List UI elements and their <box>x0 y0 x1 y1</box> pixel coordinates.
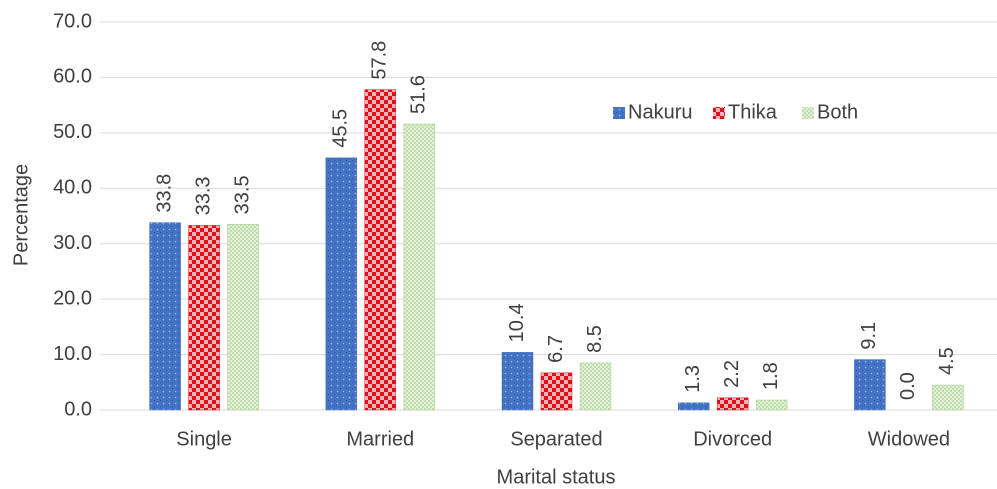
y-axis-title: Percentage <box>10 164 32 266</box>
legend-swatch <box>802 107 814 119</box>
data-label: 10.4 <box>506 303 528 342</box>
bar <box>188 225 220 411</box>
data-label: 4.5 <box>936 347 958 375</box>
data-label: 8.5 <box>584 325 606 353</box>
data-label: 1.8 <box>760 362 782 390</box>
x-tick-label: Separated <box>510 428 602 450</box>
data-label: 6.7 <box>545 335 567 363</box>
bar <box>579 362 612 411</box>
bar <box>149 222 181 411</box>
y-tick-label: 60.0 <box>53 66 92 88</box>
data-label: 33.8 <box>153 174 175 213</box>
y-tick-label: 70.0 <box>53 10 92 32</box>
data-label: 51.6 <box>408 75 430 114</box>
bar <box>932 384 964 411</box>
x-tick-label: Single <box>176 428 232 450</box>
bar <box>854 359 886 411</box>
y-tick-label: 30.0 <box>53 232 92 254</box>
data-label: 57.8 <box>369 41 391 80</box>
data-label: 1.3 <box>682 365 704 393</box>
legend-swatch <box>613 107 625 119</box>
bar <box>364 89 397 411</box>
x-tick-label: Widowed <box>868 428 950 450</box>
data-label: 0.0 <box>897 372 919 400</box>
data-label: 2.2 <box>721 360 743 388</box>
y-tick-label: 50.0 <box>53 121 92 143</box>
bar <box>716 397 749 411</box>
y-tick-label: 20.0 <box>53 287 92 309</box>
bar <box>227 224 259 411</box>
bar <box>501 352 534 411</box>
y-tick-label: 40.0 <box>53 177 92 199</box>
data-label: 45.5 <box>330 109 352 148</box>
data-label: 9.1 <box>858 322 880 350</box>
legend-label: Thika <box>728 101 778 123</box>
data-label: 33.5 <box>231 175 253 214</box>
x-tick-label: Married <box>346 428 414 450</box>
bar <box>540 372 573 411</box>
bar <box>755 399 788 411</box>
bar <box>677 402 710 411</box>
bar <box>403 123 436 411</box>
legend-label: Nakuru <box>628 101 692 123</box>
x-axis-title: Marital status <box>497 466 616 488</box>
y-tick-label: 10.0 <box>53 343 92 365</box>
data-label: 33.3 <box>192 176 214 215</box>
legend-swatch <box>713 107 725 119</box>
y-tick-label: 0.0 <box>64 398 92 420</box>
legend-label: Both <box>817 101 858 123</box>
x-tick-label: Divorced <box>693 428 772 450</box>
bar <box>325 157 358 411</box>
